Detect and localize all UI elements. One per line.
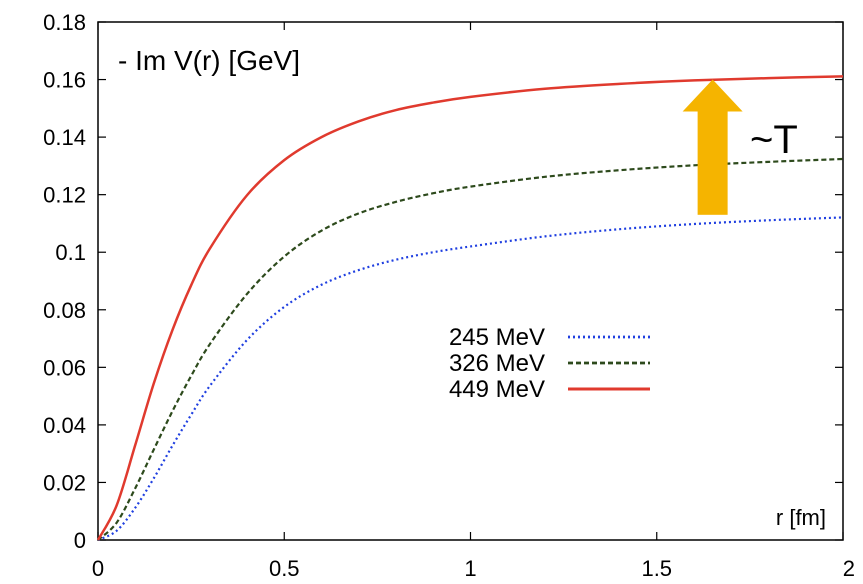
x-tick-label: 1	[464, 556, 476, 581]
y-axis-label: - Im V(r) [GeV]	[118, 45, 300, 76]
y-tick-label: 0.02	[43, 470, 86, 495]
series-line	[97, 157, 844, 541]
y-tick-label: 0.08	[43, 298, 86, 323]
legend-label: 326 MeV	[449, 350, 545, 377]
y-tick-label: 0	[74, 528, 86, 553]
legend-label: 449 MeV	[449, 376, 545, 403]
series-line	[96, 75, 844, 541]
y-tick-label: 0.04	[43, 413, 86, 438]
axis-ticks	[97, 21, 844, 541]
temperature-annotation: ~T	[750, 118, 798, 162]
series-lines	[96, 75, 844, 542]
y-tick-label: 0.18	[43, 10, 86, 35]
x-tick-labels: 0 0.5 1 1.5 2	[92, 556, 855, 581]
series-line	[97, 216, 844, 542]
x-tick-label: 0.5	[269, 556, 300, 581]
y-tick-label: 0.1	[55, 240, 86, 265]
arrow-head	[682, 79, 743, 112]
x-tick-label: 1.5	[641, 556, 672, 581]
temperature-arrow	[682, 79, 743, 215]
y-tick-label: 0.14	[43, 125, 86, 150]
y-tick-label: 0.12	[43, 183, 86, 208]
x-tick-label: 2	[843, 556, 855, 581]
y-tick-label: 0.16	[43, 68, 86, 93]
y-tick-labels: 0 0.02 0.04 0.06 0.08 0.1 0.12 0.14 0.16 0.18	[43, 10, 86, 553]
y-tick-label: 0.06	[43, 355, 86, 380]
x-tick-label: 0	[92, 556, 104, 581]
arrow-shaft	[697, 110, 728, 215]
x-axis-label: r [fm]	[776, 505, 826, 530]
legend-label: 245 MeV	[449, 324, 545, 351]
